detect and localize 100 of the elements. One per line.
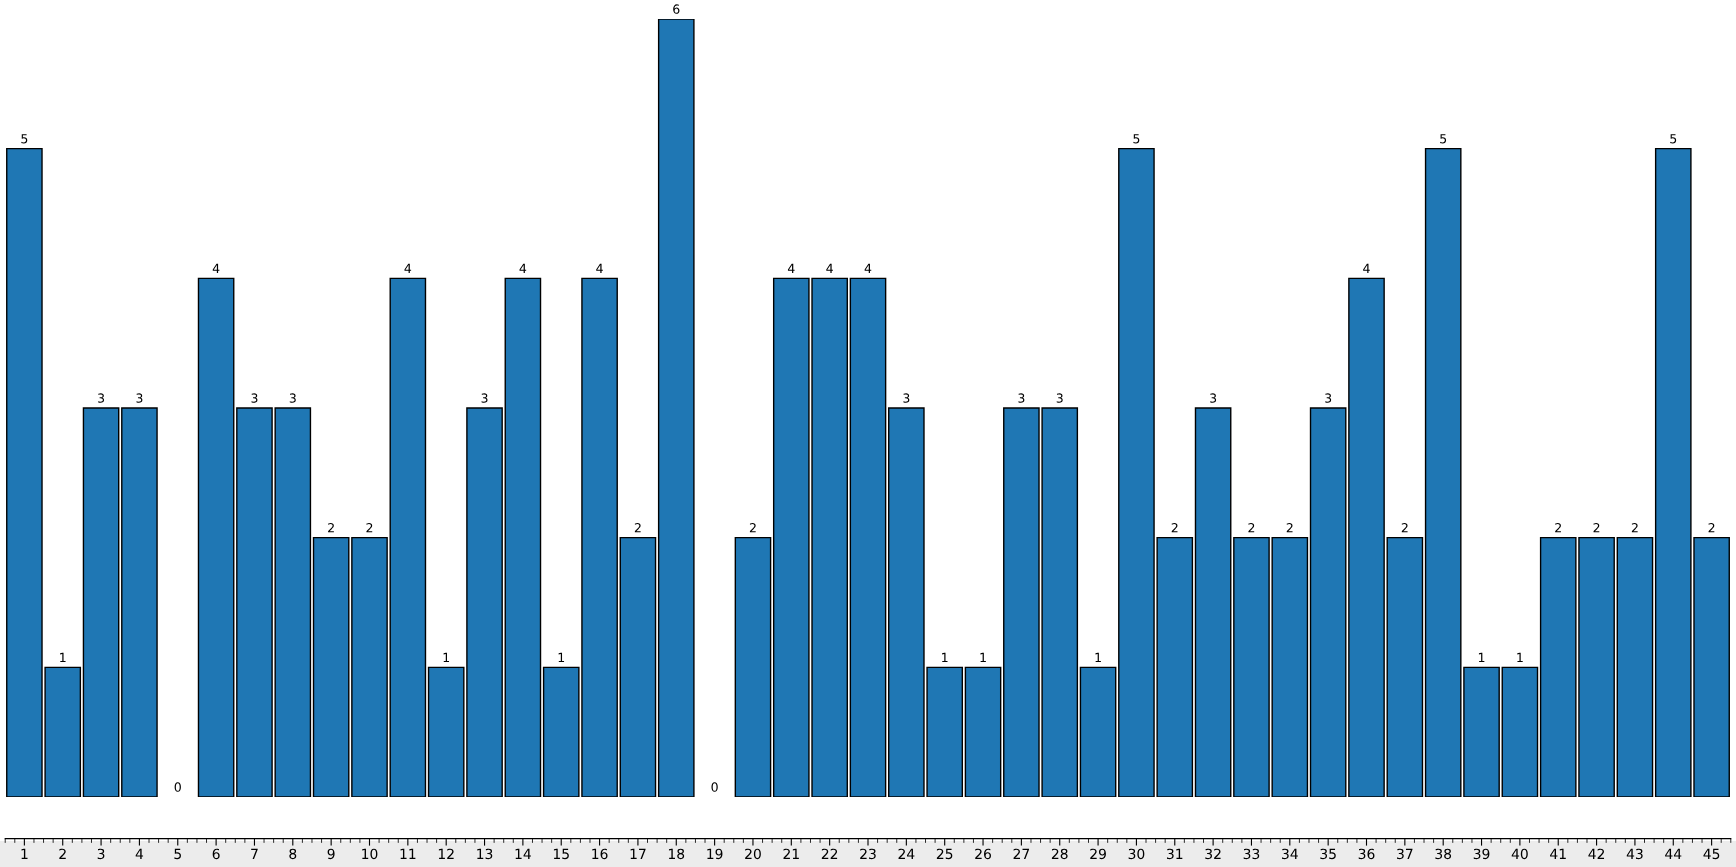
data-label: 3 [251, 393, 258, 403]
data-label: 2 [749, 523, 756, 533]
bar [351, 536, 388, 797]
x-tick-label: 38 [1435, 848, 1452, 860]
data-label: 2 [1708, 523, 1715, 533]
x-tick-label: 43 [1626, 848, 1643, 860]
x-tick-label: 24 [898, 848, 915, 859]
x-tick-label: 20 [745, 848, 761, 860]
x-tick-label: 3 [97, 848, 105, 860]
data-label: 1 [942, 652, 948, 662]
x-tick-label: 36 [1358, 848, 1375, 860]
data-label: 3 [903, 393, 910, 403]
data-label: 2 [1593, 523, 1600, 533]
data-label: 1 [1478, 652, 1485, 662]
data-label: 3 [289, 393, 296, 403]
bar [389, 277, 427, 797]
bar [1386, 536, 1424, 797]
x-tick-label: 37 [1397, 848, 1413, 860]
data-label: 2 [366, 523, 373, 533]
data-label: 1 [60, 652, 66, 662]
x-tick-label: 21 [783, 848, 799, 859]
x-tick-label: 31 [1166, 848, 1183, 860]
data-label: 4 [596, 263, 603, 273]
x-tick-label: 11 [400, 848, 416, 859]
x-tick-label: 5 [174, 848, 181, 860]
data-label: 3 [98, 393, 105, 403]
x-tick-label: 10 [362, 848, 378, 860]
x-tick-label: 27 [1013, 848, 1030, 859]
bar [312, 536, 350, 797]
x-tick-label: 32 [1205, 848, 1221, 860]
bar [619, 536, 657, 797]
x-tick-label: 13 [477, 848, 493, 860]
x-tick-label: 9 [327, 848, 335, 860]
data-label: 2 [1286, 523, 1293, 533]
data-label: 3 [481, 393, 488, 403]
data-label: 2 [1401, 523, 1408, 533]
x-tick-label: 29 [1090, 848, 1106, 860]
data-label: 3 [1210, 393, 1217, 403]
x-tick-label: 1 [21, 848, 28, 859]
bar [1309, 407, 1347, 797]
x-tick-label: 40 [1511, 848, 1528, 860]
x-tick-label: 7 [251, 848, 258, 859]
x-tick-label: 44 [1665, 848, 1682, 859]
data-label: 1 [443, 652, 450, 662]
data-label: 4 [404, 263, 412, 273]
data-label: 2 [1248, 523, 1255, 533]
data-label: 5 [1133, 134, 1140, 144]
x-tick-label: 30 [1128, 848, 1145, 860]
data-label: 4 [1363, 263, 1370, 273]
data-label: 0 [174, 782, 181, 792]
x-tick-label: 22 [821, 848, 838, 859]
x-tick-label: 6 [212, 848, 220, 860]
bar [734, 536, 772, 797]
x-tick-label: 25 [936, 848, 953, 860]
bar [657, 19, 695, 797]
data-label: 0 [711, 782, 718, 792]
x-tick-label: 14 [515, 848, 531, 859]
bar [1079, 666, 1117, 797]
x-tick-label: 16 [592, 848, 608, 860]
data-label: 4 [864, 263, 872, 273]
bar [82, 407, 120, 797]
x-tick-label: 28 [1051, 848, 1068, 860]
x-tick-label: 15 [553, 848, 569, 860]
data-label: 1 [1517, 652, 1523, 662]
data-label: 1 [558, 652, 565, 662]
x-tick-label: 4 [135, 848, 144, 859]
bar [197, 277, 235, 797]
data-label: 3 [1056, 393, 1063, 403]
x-tick-label: 39 [1473, 848, 1490, 860]
data-label: 4 [787, 263, 795, 273]
x-tick-label: 34 [1282, 848, 1298, 860]
data-label: 3 [1018, 393, 1025, 403]
data-label: 5 [21, 134, 28, 144]
bar [1348, 277, 1385, 797]
bar [964, 666, 1002, 797]
data-label: 2 [1631, 523, 1638, 533]
bar [1616, 536, 1654, 797]
data-label: 6 [673, 4, 680, 14]
bar [849, 277, 887, 797]
x-tick-label: 41 [1550, 848, 1566, 859]
data-label: 3 [1325, 393, 1332, 403]
x-tick-label: 42 [1588, 848, 1605, 859]
x-tick-label: 23 [860, 848, 876, 860]
data-label: 2 [634, 523, 641, 533]
data-label: 4 [519, 263, 527, 273]
data-label: 3 [136, 393, 143, 403]
x-tick-label: 33 [1243, 848, 1260, 860]
data-label: 1 [980, 652, 986, 662]
data-label: 2 [1555, 523, 1561, 533]
x-tick-label: 35 [1320, 848, 1336, 860]
bar [1501, 666, 1539, 797]
x-tick-label: 12 [438, 848, 454, 859]
x-tick-label: 19 [707, 848, 723, 860]
x-tick-label: 26 [975, 848, 991, 860]
data-label: 1 [1095, 652, 1101, 662]
x-tick-label: 18 [668, 848, 685, 860]
bar [504, 277, 542, 797]
data-label: 4 [826, 263, 833, 273]
x-tick-label: 2 [59, 848, 66, 859]
data-label: 4 [212, 263, 220, 273]
